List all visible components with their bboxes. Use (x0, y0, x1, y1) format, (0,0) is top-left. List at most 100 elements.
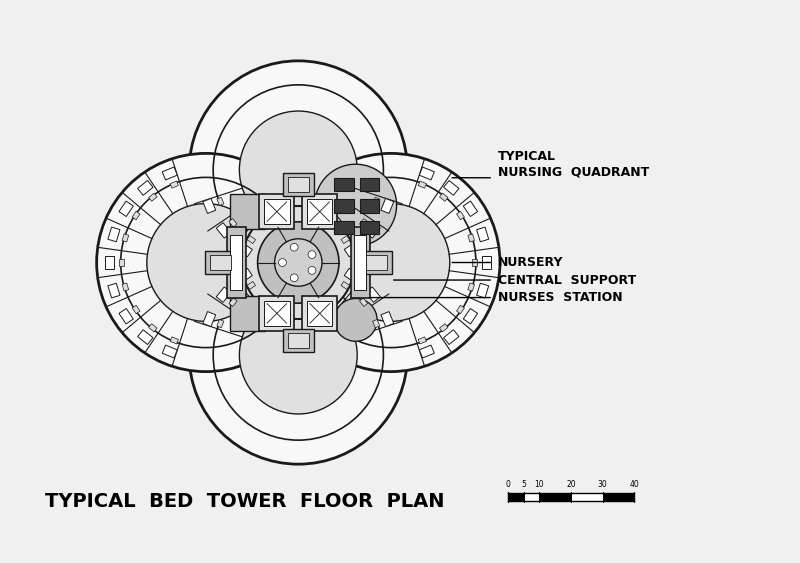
Bar (473, 259, 478, 266)
Bar (373, 197, 380, 205)
Bar (170, 181, 178, 188)
Circle shape (332, 204, 450, 321)
Bar (482, 256, 491, 269)
Circle shape (278, 258, 286, 266)
Bar (230, 194, 265, 229)
Bar (463, 201, 478, 217)
Bar (477, 283, 489, 298)
Circle shape (290, 274, 298, 282)
Bar (457, 305, 465, 314)
Bar (230, 296, 265, 331)
Bar (229, 298, 237, 306)
Bar (419, 345, 434, 358)
Bar (366, 254, 387, 270)
Bar (287, 333, 309, 348)
Bar (122, 283, 129, 291)
Bar (287, 177, 309, 193)
Bar (229, 218, 237, 227)
Bar (263, 257, 278, 269)
Bar (373, 319, 380, 328)
Bar (354, 235, 366, 290)
Bar (457, 211, 465, 220)
Bar (359, 298, 368, 306)
Bar (132, 305, 140, 314)
Bar (319, 257, 334, 269)
Bar (334, 221, 354, 234)
Bar (319, 256, 334, 268)
Text: TYPICAL
NURSING  QUADRANT: TYPICAL NURSING QUADRANT (498, 150, 650, 178)
Bar (334, 199, 354, 213)
Bar (302, 194, 338, 229)
Bar (237, 243, 252, 257)
Bar (282, 329, 314, 352)
Bar (106, 256, 114, 269)
Text: NURSERY: NURSERY (498, 256, 563, 269)
Text: 5: 5 (521, 480, 526, 489)
Circle shape (308, 251, 316, 258)
Bar (443, 330, 459, 345)
Bar (292, 254, 305, 263)
Bar (366, 223, 380, 238)
Bar (270, 271, 278, 278)
Bar (344, 243, 360, 257)
Circle shape (308, 266, 316, 274)
Text: TYPICAL  BED  TOWER  FLOOR  PLAN: TYPICAL BED TOWER FLOOR PLAN (45, 491, 445, 511)
Circle shape (258, 222, 339, 303)
Bar (319, 271, 327, 278)
Bar (170, 337, 178, 344)
Bar (259, 194, 294, 229)
Bar (270, 247, 278, 253)
Bar (226, 227, 246, 298)
Bar (539, 493, 571, 501)
Bar (149, 193, 157, 202)
Bar (295, 252, 302, 256)
Bar (359, 199, 379, 213)
Bar (149, 324, 157, 332)
Bar (439, 193, 448, 202)
Bar (419, 167, 434, 180)
Bar (439, 324, 448, 332)
Bar (203, 198, 216, 213)
Bar (217, 197, 224, 205)
Bar (341, 282, 350, 289)
Circle shape (147, 204, 265, 321)
Bar (334, 178, 354, 191)
Bar (292, 262, 305, 270)
Bar (230, 235, 242, 290)
Bar (341, 236, 350, 244)
Bar (344, 269, 360, 283)
Bar (259, 296, 294, 331)
Bar (443, 181, 459, 195)
Bar (508, 493, 523, 501)
Circle shape (334, 298, 377, 341)
Bar (418, 181, 426, 188)
Circle shape (97, 153, 315, 372)
Bar (359, 218, 368, 227)
Bar (138, 330, 153, 345)
Bar (216, 223, 231, 238)
Text: 40: 40 (630, 480, 639, 489)
Bar (264, 301, 290, 326)
Bar (602, 493, 634, 501)
Bar (203, 311, 216, 327)
Circle shape (290, 243, 298, 251)
Circle shape (189, 246, 407, 464)
Bar (119, 259, 124, 266)
Bar (122, 234, 129, 242)
Bar (366, 287, 380, 302)
Bar (571, 493, 602, 501)
Circle shape (189, 61, 407, 279)
Bar (319, 247, 327, 253)
Text: 30: 30 (598, 480, 608, 489)
Bar (418, 337, 426, 344)
Bar (217, 319, 224, 328)
Bar (162, 167, 178, 180)
Bar (119, 309, 134, 324)
Bar (138, 181, 153, 195)
Circle shape (239, 296, 358, 414)
Bar (264, 199, 290, 224)
Bar (307, 199, 332, 224)
Bar (295, 269, 302, 274)
Circle shape (282, 153, 500, 372)
Text: 0: 0 (506, 480, 510, 489)
